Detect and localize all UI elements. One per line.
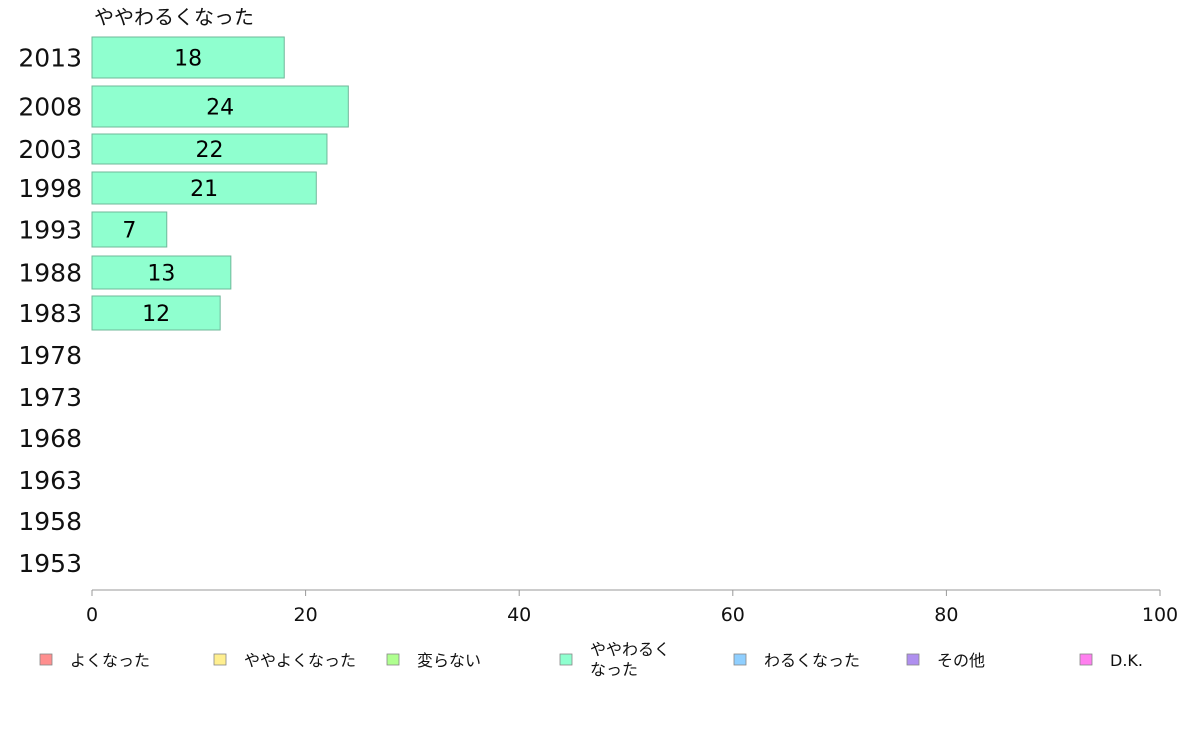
legend-swatch [1079, 653, 1093, 666]
chart-title: ややわるくなった [94, 5, 254, 29]
x-tick-label-100: 100 [1142, 604, 1178, 626]
bar-1988 [91, 255, 232, 290]
year-label-2003: 2003 [18, 135, 82, 164]
year-label-1968: 1968 [18, 424, 82, 453]
year-label-1963: 1963 [18, 466, 82, 495]
legend-label: その他 [937, 651, 985, 670]
legend-swatch [386, 653, 400, 666]
legend-label: D.K. [1110, 651, 1143, 670]
legend: よくなった ややよくなった 変らない ややわるくなった わるくなった その他 D.K. [39, 640, 1143, 679]
year-label-1983: 1983 [18, 299, 82, 328]
legend-label: 変らない [417, 651, 481, 670]
x-tick-label-0: 0 [86, 604, 98, 626]
legend-swatch [559, 653, 573, 666]
value-label-2013: 18 [174, 47, 202, 72]
legend-swatch [906, 653, 920, 666]
value-label-2003: 22 [195, 138, 223, 163]
bar-1998 [91, 171, 317, 205]
year-label-1993: 1993 [18, 216, 82, 245]
legend-label: わるくなった [764, 651, 860, 670]
year-label-2013: 2013 [18, 44, 82, 73]
value-label-1993: 7 [122, 219, 136, 244]
year-label-2008: 2008 [18, 93, 82, 122]
x-tick-label-60: 60 [721, 604, 745, 626]
bar-2003 [91, 133, 328, 165]
value-label-1983: 12 [142, 302, 170, 327]
year-label-1953: 1953 [18, 549, 82, 578]
legend-swatch [213, 653, 227, 666]
value-label-1998: 21 [190, 177, 218, 202]
x-tick-label-80: 80 [934, 604, 958, 626]
value-label-2008: 24 [206, 96, 234, 121]
x-tick-label-40: 40 [507, 604, 531, 626]
year-labels: 2013 2008 2003 1998 1993 1988 1983 1978 1973 1968… [18, 44, 82, 579]
year-label-1958: 1958 [18, 507, 82, 536]
year-label-1988: 1988 [18, 259, 82, 288]
x-axis: 0 20 40 60 80 100 [86, 589, 1178, 626]
legend-label: ややわるくなった [590, 640, 670, 679]
year-label-1998: 1998 [18, 174, 82, 203]
bar-1993 [91, 211, 168, 248]
bar-1983 [91, 295, 221, 331]
legend-swatch [733, 653, 747, 666]
bar-2008 [91, 85, 349, 128]
legend-swatch [39, 653, 53, 666]
x-tick-label-20: 20 [294, 604, 318, 626]
bar-2013 [91, 36, 285, 79]
year-label-1973: 1973 [18, 383, 82, 412]
legend-label: よくなった [70, 651, 150, 670]
legend-label: ややよくなった [244, 651, 356, 670]
value-label-1988: 13 [147, 262, 175, 287]
year-label-1978: 1978 [18, 341, 82, 370]
